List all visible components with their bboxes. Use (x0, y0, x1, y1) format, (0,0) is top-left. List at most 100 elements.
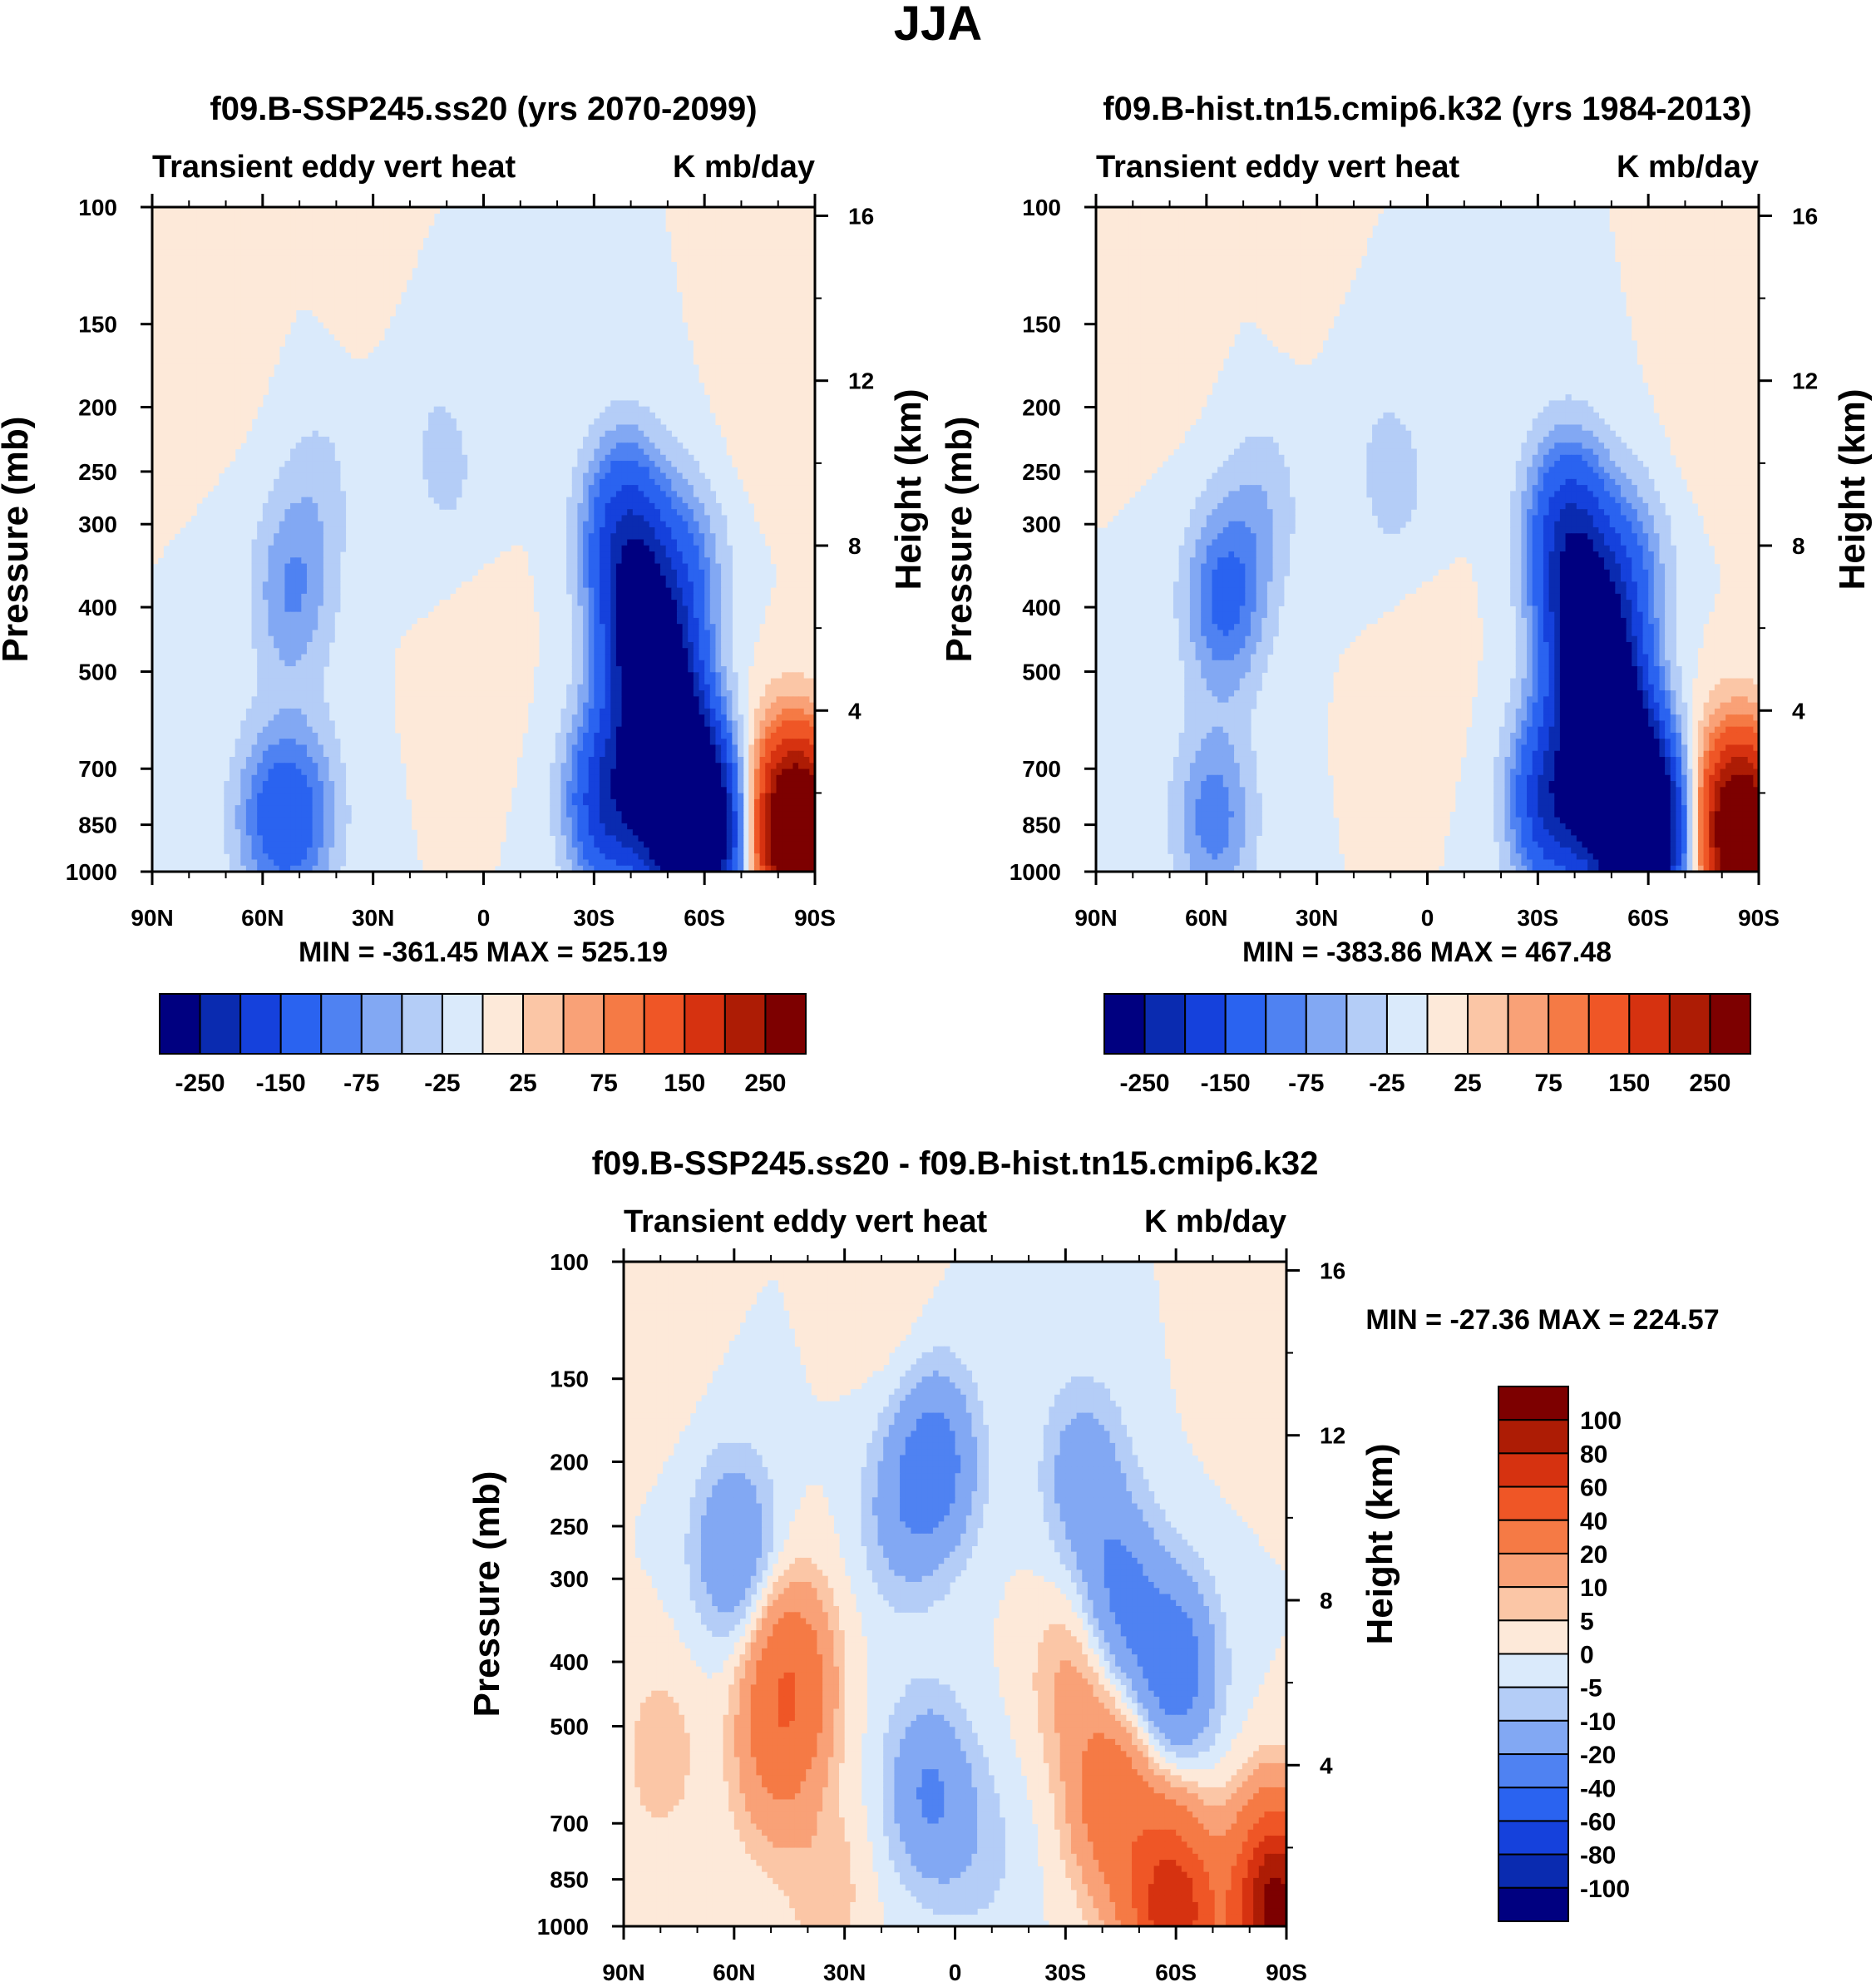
contour-cell (660, 660, 667, 667)
contour-cell (583, 635, 590, 643)
contour-cell (251, 551, 258, 558)
contour-cell (318, 315, 324, 323)
contour-cell (368, 255, 374, 262)
contour-cell (765, 334, 772, 341)
contour-cell (483, 660, 490, 667)
contour-cell (676, 539, 684, 546)
contour-cell (605, 600, 611, 606)
contour-cell (654, 557, 661, 565)
contour-cell (251, 231, 258, 238)
contour-cell (450, 672, 457, 680)
contour-cell (477, 654, 485, 661)
contour-cell (583, 472, 590, 480)
contour-cell (500, 630, 506, 637)
contour-cell (721, 291, 728, 299)
contour-cell (295, 285, 302, 293)
contour-cell (190, 388, 197, 395)
contour-cell (776, 225, 782, 232)
contour-cell (168, 424, 175, 432)
contour-cell (588, 593, 595, 601)
contour-cell (654, 454, 661, 462)
contour-cell (753, 219, 761, 226)
contour-cell (577, 641, 584, 649)
contour-cell (445, 624, 452, 631)
contour-cell (345, 231, 352, 238)
contour-cell (798, 502, 805, 510)
contour-cell (395, 207, 402, 214)
contour-cell (240, 225, 247, 232)
contour-cell (726, 255, 733, 262)
contour-cell (621, 666, 628, 673)
contour-cell (665, 545, 672, 552)
contour-cell (450, 600, 457, 606)
contour-cell (588, 666, 595, 673)
contour-cell (494, 557, 501, 565)
contour-cell (163, 515, 170, 522)
contour-cell (721, 370, 728, 377)
contour-cell (168, 412, 175, 419)
contour-cell (406, 654, 412, 661)
contour-cell (152, 358, 159, 365)
contour-cell (671, 219, 678, 226)
contour-cell (185, 430, 192, 437)
contour-cell (467, 624, 473, 631)
contour-cell (748, 491, 755, 498)
contour-cell (422, 630, 429, 637)
contour-cell (268, 587, 274, 595)
contour-cell (798, 225, 805, 232)
contour-cell (721, 587, 728, 595)
contour-cell (527, 672, 534, 680)
contour-cell (809, 630, 816, 637)
contour-cell (594, 472, 600, 480)
contour-cell (190, 213, 197, 220)
contour-cell (295, 502, 302, 510)
contour-cell (306, 526, 313, 534)
contour-cell (168, 448, 175, 456)
contour-cell (759, 370, 766, 377)
contour-cell (688, 231, 694, 238)
contour-cell (229, 363, 236, 371)
contour-cell (185, 442, 192, 450)
contour-cell (157, 231, 164, 238)
contour-cell (721, 328, 728, 335)
contour-cell (787, 400, 794, 408)
contour-cell (610, 424, 617, 432)
contour-cell (721, 412, 728, 419)
figure-title: JJA (894, 0, 982, 51)
contour-cell (721, 267, 728, 274)
contour-cell (511, 551, 517, 558)
contour-cell (665, 605, 672, 613)
contour-cell (152, 497, 159, 504)
contour-cell (157, 382, 164, 389)
contour-cell (406, 666, 412, 673)
contour-cell (776, 261, 782, 269)
contour-cell (506, 557, 512, 565)
contour-cell (732, 400, 738, 408)
contour-cell (218, 255, 225, 262)
contour-cell (328, 304, 335, 311)
contour-cell (809, 304, 816, 311)
contour-cell (770, 243, 778, 250)
contour-cell (621, 635, 628, 643)
contour-cell (809, 412, 816, 419)
contour-cell (638, 448, 644, 456)
contour-cell (251, 315, 258, 323)
contour-cell (168, 339, 175, 347)
contour-cell (152, 328, 159, 335)
contour-cell (726, 352, 733, 359)
contour-cell (284, 297, 291, 304)
contour-cell (571, 581, 579, 589)
contour-cell (792, 261, 799, 269)
contour-cell (798, 617, 805, 625)
contour-cell (472, 666, 479, 673)
contour-cell (726, 635, 733, 643)
contour-cell (318, 533, 324, 541)
contour-cell (494, 654, 501, 661)
contour-cell (339, 339, 347, 347)
contour-cell (615, 666, 623, 673)
contour-cell (632, 533, 639, 541)
contour-cell (185, 273, 192, 280)
contour-cell (671, 454, 678, 462)
contour-cell (682, 478, 689, 486)
contour-cell (738, 322, 744, 329)
